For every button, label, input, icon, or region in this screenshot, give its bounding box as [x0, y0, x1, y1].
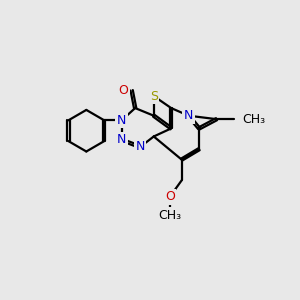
Text: S: S: [150, 90, 158, 103]
Text: N: N: [117, 114, 126, 127]
Text: CH₃: CH₃: [158, 208, 182, 221]
Text: CH₃: CH₃: [242, 113, 265, 126]
Text: O: O: [118, 84, 128, 97]
Text: O: O: [165, 190, 175, 203]
Text: N: N: [136, 140, 145, 153]
Text: N: N: [184, 109, 193, 122]
Text: N: N: [117, 134, 126, 146]
